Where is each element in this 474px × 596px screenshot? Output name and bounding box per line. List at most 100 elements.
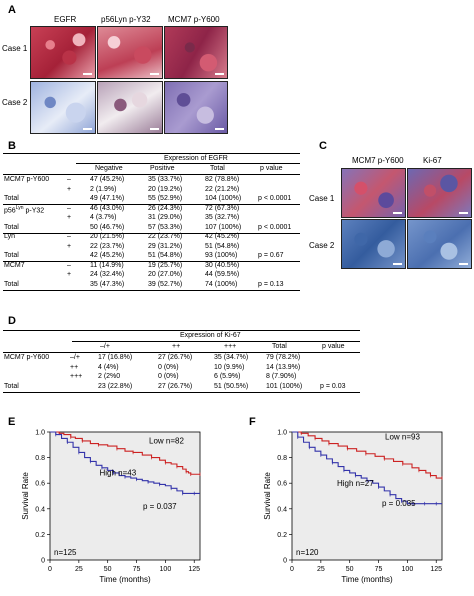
table-d-total: 101 (100%) (266, 382, 303, 390)
series-label-high: High n=43 (100, 469, 137, 478)
table-b-sign: + (67, 242, 72, 250)
panel-d-group-header: Expression of Ki-67 (180, 332, 241, 339)
table-d-c3: 35 (34.7%) (214, 354, 249, 361)
table-b-negative: 47 (45.2%) (90, 176, 125, 183)
plot-area (49, 431, 201, 561)
table-d-c2: 27 (26.7%) (158, 354, 193, 361)
scale-bar-icon (393, 263, 402, 265)
table-b-sign: + (67, 214, 72, 221)
table-b-positive: 39 (52.7%) (148, 280, 183, 288)
y-axis-label: Survival Rate (263, 472, 272, 520)
y-tick-label: 0.4 (277, 506, 287, 513)
table-b-total: 51 (54.8%) (205, 242, 240, 250)
x-tick-label: 125 (188, 566, 200, 573)
table-b-total: 42 (45.2%) (205, 233, 240, 240)
table-b-total: 82 (78.8%) (205, 176, 240, 183)
series-label-low: Low n=82 (149, 437, 184, 446)
table-d-marker: Total (4, 382, 19, 390)
scale-bar-icon (459, 263, 468, 265)
scale-bar-icon (150, 128, 159, 130)
micro-c-case2-mcm7 (341, 219, 406, 269)
table-b-negative: 22 (23.7%) (90, 242, 125, 250)
x-axis-label: Time (months) (341, 575, 393, 584)
y-tick-label: 1.0 (277, 430, 287, 437)
micro-a-case1-mcm7 (164, 26, 228, 79)
table-b-positive: 51 (54.8%) (148, 252, 183, 259)
panel-a-col-egfr: EGFR (54, 15, 77, 24)
table-b-negative: 11 (14.9%) (90, 261, 124, 269)
km-chart-f: 0 0.2 0.4 0.6 0.8 1.0 0 25 50 75 100 125 Time (month… (263, 430, 443, 584)
table-b-pvalue: p = 0.13 (258, 280, 284, 288)
table-b-marker: MCM7 (4, 261, 25, 269)
panel-a-col-lyn: p56Lyn p-Y32 (101, 15, 151, 24)
table-b-sign: – (67, 261, 71, 269)
panel-d-header-pvalue: p value (322, 343, 345, 350)
rule-line (3, 174, 300, 175)
x-axis-label: Time (months) (99, 575, 151, 584)
y-axis-label: Survival Rate (21, 472, 30, 520)
panel-c-col-mcm7: MCM7 p-Y600 (352, 156, 404, 165)
table-d-c2: 0 (0%) (158, 363, 179, 371)
rule-line (3, 352, 360, 353)
panel-c-label: C (319, 140, 327, 152)
table-b-positive: 31 (29.0%) (148, 214, 183, 221)
panel-b-header-pvalue: p value (260, 165, 283, 172)
x-tick-label: 25 (317, 566, 325, 573)
table-b-pvalue: p < 0.0001 (258, 223, 292, 231)
table-d-marker: MCM7 p-Y600 (4, 354, 50, 361)
y-tick-label: 0.2 (277, 532, 287, 539)
micro-c-case2-ki67 (407, 219, 472, 269)
rule-line (72, 341, 360, 342)
y-tick-label: 0.6 (277, 481, 287, 488)
table-b-marker: Total (4, 280, 19, 288)
scale-bar-icon (215, 128, 224, 130)
table-d-c1: 4 (4%) (98, 363, 119, 371)
table-b-positive: 29 (31.2%) (148, 242, 183, 250)
table-d-sign: +++ (70, 373, 83, 380)
y-tick-label: 0 (41, 558, 45, 565)
table-b-positive: 55 (52.9%) (148, 195, 183, 202)
table-b-negative: 46 (43.0%) (90, 204, 125, 212)
scale-bar-icon (150, 73, 159, 75)
table-b-negative: 49 (47.1%) (90, 195, 125, 202)
table-b-positive: 19 (25.7%) (148, 261, 183, 269)
panel-a-row-case2: Case 2 (2, 98, 28, 107)
panel-c-row-case2: Case 2 (309, 241, 335, 250)
table-b-negative: 42 (45.2%) (90, 252, 125, 259)
table-b-negative: 2 (1.9%) (90, 185, 117, 193)
table-d-c1: 23 (22.8%) (98, 382, 133, 390)
table-d-total: 79 (78.2%) (266, 354, 301, 361)
table-b-negative: 35 (47.3%) (90, 280, 125, 288)
scale-bar-icon (459, 212, 468, 214)
table-d-sign: ++ (70, 363, 79, 371)
panel-e-label: E (8, 416, 16, 428)
panel-b-header-positive: Positive (150, 165, 175, 172)
table-b-sign: – (67, 176, 71, 183)
x-tick-label: 0 (48, 566, 52, 573)
table-b-total: 44 (59.5%) (205, 271, 240, 278)
table-d-c1: 17 (16.8%) (98, 354, 133, 361)
table-b-total: 72 (67.3%) (205, 204, 240, 212)
panel-d-header-c3: +++ (224, 343, 237, 350)
table-d-c3: 6 (5.9%) (214, 373, 241, 380)
series-label-high: High n=27 (337, 479, 374, 488)
table-b-sign: + (67, 271, 72, 278)
y-tick-label: 0 (283, 558, 287, 565)
scale-bar-icon (393, 212, 402, 214)
table-b-marker: Lyn (4, 233, 16, 240)
table-d-c3: 10 (9.9%) (214, 363, 245, 371)
micro-a-case1-egfr (30, 26, 96, 79)
table-b-sign: – (67, 204, 71, 212)
table-b-total: 35 (32.7%) (205, 214, 240, 221)
p-value-label: p = 0.037 (143, 502, 177, 511)
x-tick-label: 50 (104, 566, 112, 573)
table-b-sign: + (67, 185, 72, 193)
y-tick-label: 0.4 (35, 506, 45, 513)
table-b-marker: Total (4, 195, 19, 202)
panel-d-header-c1: –/+ (100, 343, 110, 350)
p-value-label: p = 0.035 (382, 499, 416, 508)
rule-line (3, 204, 300, 205)
table-d-c2: 27 (26.7%) (158, 382, 193, 390)
y-tick-label: 1.0 (35, 430, 45, 437)
x-tick-label: 25 (75, 566, 83, 573)
